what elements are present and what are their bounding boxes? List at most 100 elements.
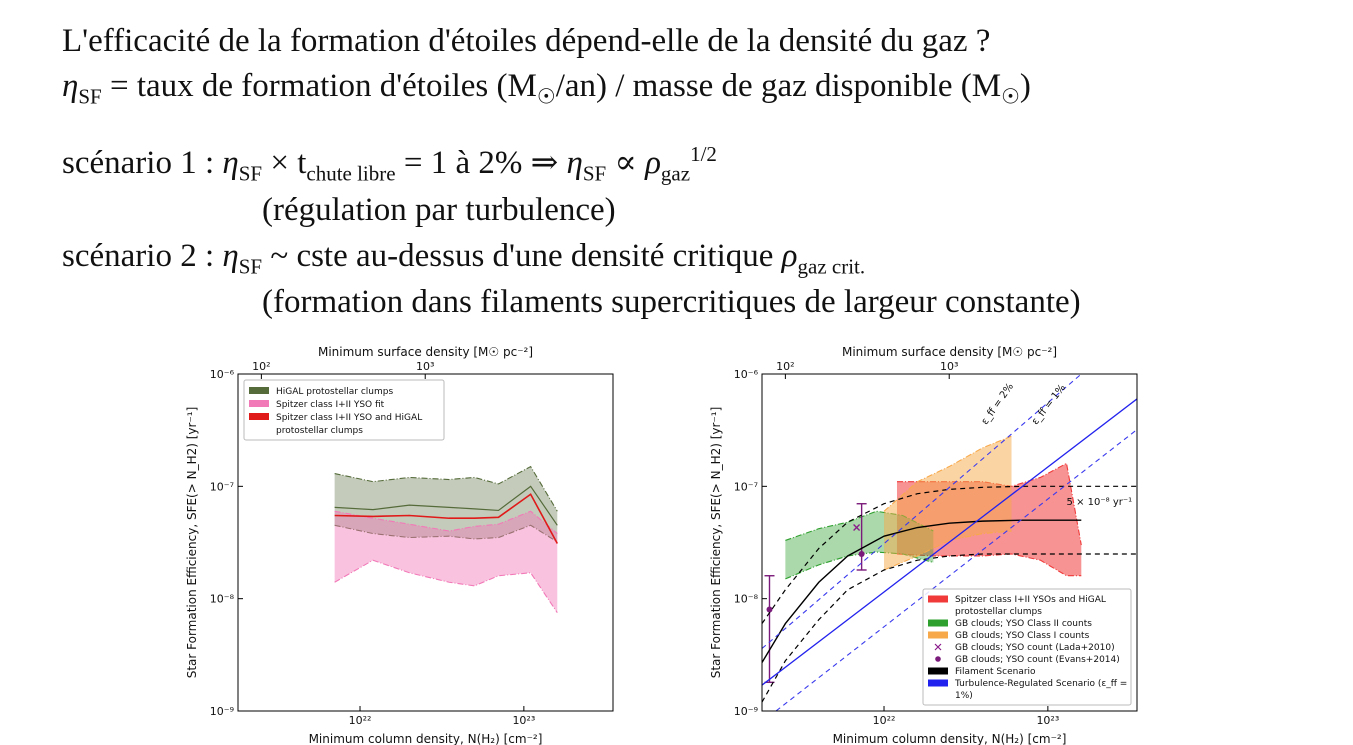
series-aux-9-line bbox=[762, 374, 1082, 649]
legend-label: Spitzer class I+II YSO fit bbox=[276, 400, 385, 410]
series-aux-3-line bbox=[334, 485, 558, 526]
y-tick-label: 10⁻⁹ bbox=[210, 705, 234, 718]
series-gb-clouds-yso-class-i-counts-upper-edge bbox=[883, 435, 1012, 512]
y-axis-label: Star Formation Efficiency, SFE(> N_H2) [… bbox=[709, 407, 723, 679]
top-tick-label: 10² bbox=[776, 360, 794, 373]
series-aux-10-line bbox=[775, 429, 1137, 711]
series-higal-protostellar-clumps-upper-edge bbox=[334, 465, 558, 512]
legend-label: 1%) bbox=[955, 691, 973, 701]
legend-swatch bbox=[928, 595, 948, 603]
legend-swatch bbox=[249, 387, 269, 394]
rho-symbol: ρ bbox=[645, 145, 661, 181]
legend-swatch bbox=[934, 643, 942, 651]
top-tick-label: 10³ bbox=[416, 360, 434, 373]
y-tick-label: 10⁻⁸ bbox=[734, 593, 759, 606]
series-gb-clouds-yso-count-lada-2010--point bbox=[853, 524, 861, 531]
rho-symbol: ρ bbox=[781, 238, 798, 274]
eta-symbol-2: η bbox=[566, 145, 583, 181]
series-spitzer-class-i-ii-ysos-and-higal-protos-lower-edge bbox=[896, 553, 1082, 577]
definition-text-c: ) bbox=[1019, 68, 1031, 104]
series-filament-scenario-line bbox=[762, 519, 1082, 663]
y-tick-label: 10⁻⁷ bbox=[734, 480, 758, 493]
scenario2-label: scénario 2 : bbox=[62, 238, 223, 274]
scenario2-note: (formation dans filaments supercritiques… bbox=[262, 284, 1081, 320]
top-axis-label: Minimum surface density [M☉ pc⁻²] bbox=[842, 345, 1057, 359]
legend-label: GB clouds; YSO Class I counts bbox=[955, 631, 1090, 641]
legend-swatch bbox=[928, 667, 948, 675]
scenario1-note: (régulation par turbulence) bbox=[262, 192, 616, 228]
series-spitzer-class-i-ii-yso-and-higal-protost-line bbox=[334, 493, 559, 544]
series-spitzer-class-i-ii-yso-fit-lower-edge bbox=[334, 559, 558, 614]
eta-symbol: η bbox=[222, 145, 239, 181]
times-text: × t bbox=[262, 145, 307, 181]
legend-swatch bbox=[249, 413, 269, 420]
scenario2-line: scénario 2 : ηSF ~ cste au-dessus d'une … bbox=[62, 237, 865, 286]
x-axis-label: Minimum column density, N(H₂) [cm⁻²] bbox=[309, 732, 543, 745]
legend-label: GB clouds; YSO count (Lada+2010) bbox=[955, 643, 1115, 653]
definition-line: ηSF = taux de formation d'étoiles (M☉/an… bbox=[62, 67, 1031, 116]
freefall-subscript: chute libre bbox=[306, 161, 396, 186]
y-tick-label: 10⁻⁹ bbox=[734, 705, 758, 718]
proportional-text: ∝ bbox=[606, 145, 646, 181]
top-tick-label: 10² bbox=[252, 360, 270, 373]
top-tick-label: 10³ bbox=[940, 360, 958, 373]
series-turbulence-regulated-scenario-ff-1--line bbox=[762, 398, 1137, 686]
legend-label: HiGAL protostellar clumps bbox=[276, 387, 393, 397]
sun-symbol: ☉ bbox=[536, 84, 556, 109]
y-tick-label: 10⁻⁶ bbox=[734, 368, 759, 381]
eta-subscript-2: SF bbox=[582, 161, 607, 186]
eta-symbol: η bbox=[222, 238, 239, 274]
series-aux-6-line bbox=[762, 485, 1137, 624]
x-tick-label: 10²² bbox=[349, 714, 372, 727]
legend-swatch bbox=[928, 631, 948, 639]
rho-subscript: gaz crit. bbox=[797, 254, 866, 279]
eta-subscript: SF bbox=[78, 84, 102, 109]
y-tick-label: 10⁻⁶ bbox=[210, 368, 235, 381]
legend-label: protostellar clumps bbox=[955, 607, 1042, 617]
y-tick-label: 10⁻⁷ bbox=[210, 480, 234, 493]
definition-text-b: /an) / masse de gaz disponible (M bbox=[555, 68, 1002, 104]
legend-swatch bbox=[928, 619, 948, 627]
rho-subscript: gaz bbox=[660, 161, 691, 186]
eta-subscript: SF bbox=[238, 161, 263, 186]
y-axis-label: Star Formation Efficiency, SFE(> N_H2) [… bbox=[185, 407, 199, 679]
series-gb-clouds-yso-class-i-counts-lower-edge bbox=[883, 530, 1012, 571]
series-gb-clouds-yso-count-evans-2014--point bbox=[766, 606, 773, 613]
legend-label: Filament Scenario bbox=[955, 667, 1036, 677]
scenario1-label: scénario 1 : bbox=[62, 145, 223, 181]
title-line: L'efficacité de la formation d'étoiles d… bbox=[62, 23, 991, 59]
legend-label: protostellar clumps bbox=[276, 426, 363, 436]
series-higal-protostellar-clumps-lower-edge bbox=[334, 524, 558, 543]
rho-exponent: 1/2 bbox=[690, 142, 717, 166]
definition-text-a: = taux de formation d'étoiles (M bbox=[101, 68, 537, 104]
annotation-label: ε_ff = 1% bbox=[1030, 383, 1068, 428]
equality-text: = 1 à 2% ⇒ bbox=[395, 145, 567, 181]
series-gb-clouds-yso-count-evans-2014--point bbox=[858, 550, 865, 557]
legend-swatch bbox=[935, 656, 941, 662]
legend-swatch bbox=[928, 679, 948, 687]
series-gb-clouds-yso-class-i-counts-band bbox=[884, 436, 1012, 570]
scenario1-line: scénario 1 : ηSF × tchute libre = 1 à 2%… bbox=[62, 135, 717, 193]
x-tick-label: 10²³ bbox=[512, 714, 535, 727]
series-aux-7-line bbox=[762, 553, 1137, 703]
legend-label: Spitzer class I+II YSO and HiGAL bbox=[276, 413, 422, 423]
legend-swatch bbox=[249, 400, 269, 407]
annotation-label: ε_ff = 2% bbox=[980, 381, 1016, 427]
series-spitzer-class-i-ii-yso-fit-upper-edge bbox=[334, 510, 558, 534]
scenario2-text: ~ cste au-dessus d'une densité critique bbox=[262, 238, 782, 274]
legend-box bbox=[922, 588, 1132, 706]
top-axis-label: Minimum surface density [M☉ pc⁻²] bbox=[318, 345, 533, 359]
sun-symbol-2: ☉ bbox=[1001, 84, 1020, 109]
eta-subscript: SF bbox=[238, 254, 263, 279]
legend-label: GB clouds; YSO count (Evans+2014) bbox=[955, 655, 1120, 665]
x-tick-label: 10²² bbox=[873, 714, 896, 727]
legend-label: Spitzer class I+II YSOs and HiGAL bbox=[955, 595, 1106, 605]
legend-label: GB clouds; YSO Class II counts bbox=[955, 619, 1092, 629]
annotation-label: 5 × 10⁻⁸ yr⁻¹ bbox=[1067, 497, 1133, 508]
x-axis-label: Minimum column density, N(H₂) [cm⁻²] bbox=[833, 732, 1067, 745]
x-tick-label: 10²³ bbox=[1036, 714, 1059, 727]
legend-label: Turbulence-Regulated Scenario (ε_ff = bbox=[954, 679, 1127, 689]
eta-symbol: η bbox=[62, 68, 79, 104]
series-spitzer-class-i-ii-yso-fit-band bbox=[334, 511, 558, 613]
